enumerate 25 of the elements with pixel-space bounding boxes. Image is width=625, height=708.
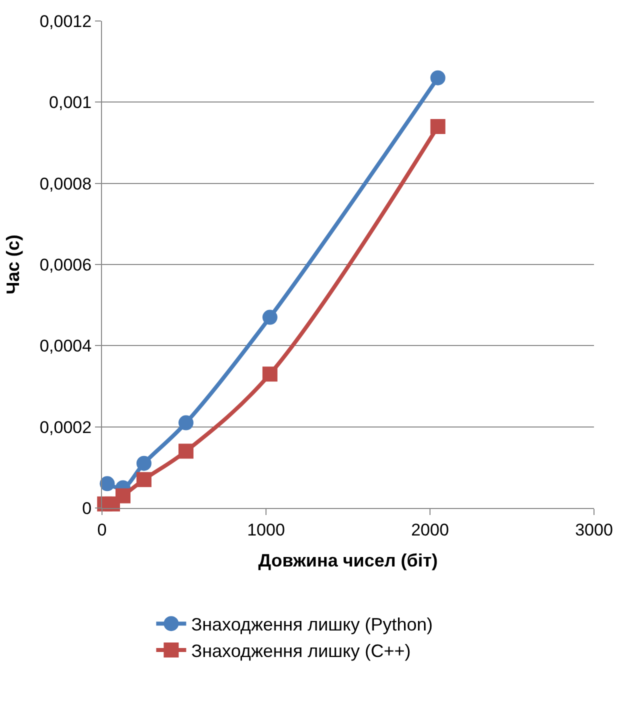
x-tick-label: 1000 (247, 520, 285, 540)
point (430, 70, 446, 86)
legend-label: Знаходження лишку (C++) (191, 641, 411, 662)
point (430, 119, 446, 134)
x-tick-label: 2000 (411, 520, 449, 540)
point (100, 476, 115, 492)
point (178, 444, 194, 459)
point (136, 472, 152, 488)
y-tick-label: 0,0012 (40, 12, 92, 31)
point (136, 456, 152, 471)
x-tick-label: 0 (97, 520, 107, 540)
y-tick-label: 0,0004 (40, 336, 92, 356)
point (115, 488, 130, 504)
y-tick-label: 0,0006 (40, 255, 92, 274)
x-axis-title: Довжина чисел (біт) (258, 550, 438, 570)
legend-label: Знаходження лишку (Python) (191, 614, 433, 635)
x-tick-label: 3000 (575, 520, 613, 540)
y-tick-label: 0,001 (49, 93, 92, 112)
y-tick-label: 0,0002 (40, 418, 92, 437)
y-axis-title: Час (с) (2, 234, 23, 294)
y-tick-label: 0,0008 (40, 174, 92, 194)
point (262, 366, 278, 382)
point (262, 310, 278, 325)
y-tick-label: 0 (82, 498, 92, 518)
point (178, 415, 194, 430)
